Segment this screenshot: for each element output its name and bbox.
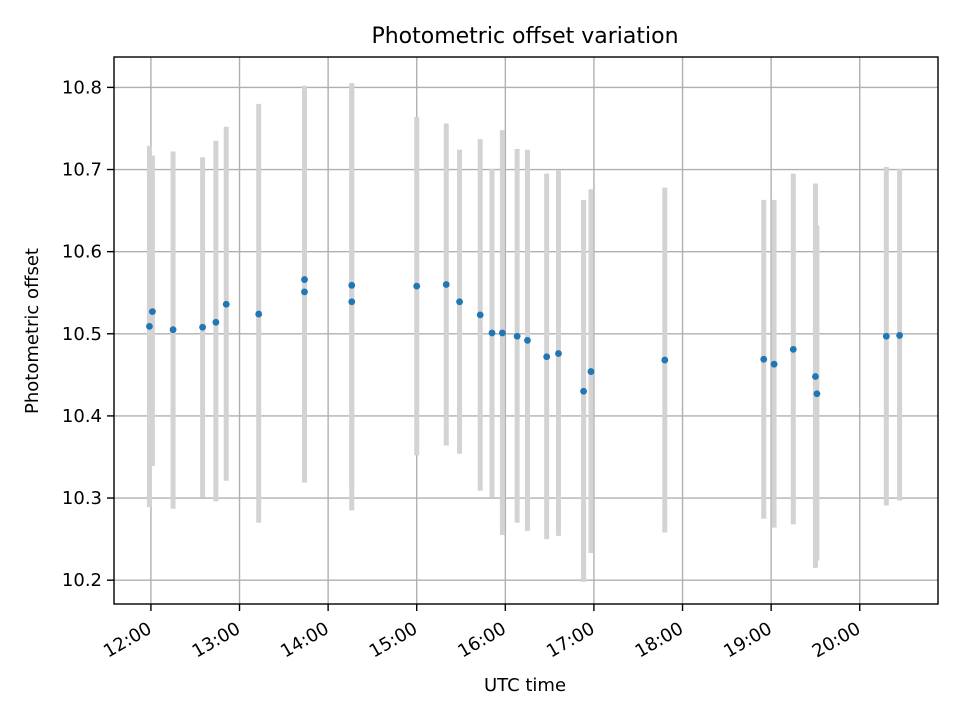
data-point	[255, 310, 263, 318]
data-point	[222, 300, 230, 308]
x-axis-ticks: 12:00 13:00 14:00 15:00 16:00 17:00 18:00 19:00…	[100, 604, 864, 662]
x-tick-label: 17:00	[543, 618, 598, 662]
y-tick-label: 10.8	[62, 77, 102, 98]
data-point	[524, 336, 531, 344]
chart-title: Photometric offset variation	[371, 24, 678, 49]
data-point	[555, 350, 562, 357]
data-point	[169, 326, 177, 334]
data-point	[770, 360, 778, 368]
x-tick-label: 14:00	[277, 618, 332, 662]
x-tick-label: 19:00	[720, 618, 775, 662]
data-point	[456, 298, 463, 306]
x-tick-label: 15:00	[366, 618, 421, 662]
y-tick-label: 10.2	[62, 570, 102, 591]
data-point	[348, 281, 356, 289]
data-point	[148, 308, 156, 316]
data-point	[498, 329, 506, 337]
y-axis-ticks: 10.2 10.3 10.4 10.5 10.6 10.7 10.8	[62, 77, 114, 591]
x-tick-label: 12:00	[100, 618, 155, 662]
data-point	[543, 353, 551, 361]
data-point	[580, 387, 587, 395]
data-point	[413, 282, 421, 290]
y-tick-label: 10.5	[62, 324, 102, 345]
data-point	[587, 368, 595, 375]
data-point	[813, 390, 821, 398]
data-point	[661, 356, 669, 364]
x-tick-label: 16:00	[454, 618, 509, 662]
data-point	[301, 288, 308, 296]
y-axis-label: Photometric offset	[22, 248, 43, 414]
y-tick-label: 10.7	[62, 160, 102, 181]
x-tick-label: 20:00	[809, 618, 864, 662]
x-tick-label: 13:00	[189, 618, 244, 662]
data-point	[488, 329, 496, 337]
data-point	[812, 373, 819, 380]
data-point	[476, 311, 484, 319]
y-tick-label: 10.3	[62, 488, 102, 509]
data-point	[301, 276, 308, 283]
y-tick-label: 10.6	[62, 242, 102, 263]
data-point	[146, 322, 153, 330]
data-point	[789, 345, 797, 353]
plot-frame	[113, 56, 939, 605]
data-point	[513, 332, 521, 340]
data-point	[442, 281, 450, 288]
x-tick-label: 18:00	[632, 618, 687, 662]
data-point	[348, 298, 356, 306]
data-point	[760, 355, 768, 363]
data-point	[896, 332, 904, 339]
x-axis-label: UTC time	[484, 675, 566, 696]
data-points	[146, 276, 904, 398]
data-point	[212, 318, 220, 326]
data-point	[882, 332, 890, 340]
y-tick-label: 10.4	[62, 406, 102, 427]
error-bars	[146, 83, 903, 582]
data-point	[199, 323, 207, 331]
